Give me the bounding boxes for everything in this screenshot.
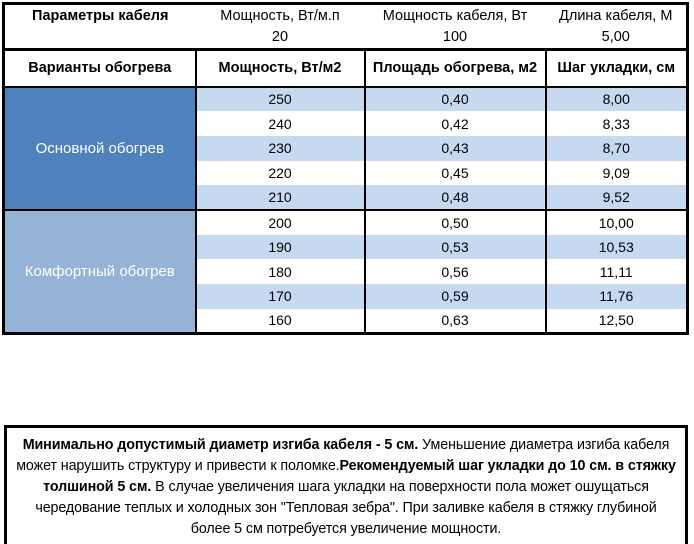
cell-step: 8,33 [544, 111, 688, 136]
cable-params-labels-row: Параметры кабеля Мощность, Вт/м.п Мощнос… [4, 4, 688, 27]
cell-area: 0,56 [363, 259, 546, 284]
cell-step: 8,70 [544, 135, 688, 161]
cell-power: 230 [194, 135, 365, 161]
cell-power: 240 [194, 111, 365, 136]
cell-step: 8,00 [544, 86, 688, 112]
cell-step: 9,09 [544, 160, 688, 186]
header-power-per-m2: Мощность, Вт/м2 [194, 48, 366, 88]
note-bold-recommended-step: Рекомендуемый шаг укладки до 10 см. в ст… [43, 457, 676, 495]
cell-power: 180 [194, 259, 365, 284]
header-heating-variants: Варианты обогрева [2, 48, 197, 88]
empty-cell [4, 27, 196, 50]
cell-step: 12,50 [544, 308, 688, 334]
table-row: 190 0,53 10,53 [4, 234, 688, 260]
table-row: 160 0,63 12,50 [4, 308, 688, 334]
param-label-cable-power: Мощность кабеля, Вт [382, 7, 528, 24]
note-text-zebra-warning: В случае увеличения шага укладки на пове… [35, 478, 657, 537]
table-row: 240 0,42 8,33 [4, 111, 688, 136]
cell-area: 0,43 [363, 135, 546, 161]
cell-area: 0,63 [363, 308, 546, 334]
group-label-comfort-heating: Комфортный обогрев [3, 208, 197, 334]
cable-params-values-row: 20 100 5,00 [4, 27, 688, 50]
cell-power: 160 [194, 308, 365, 334]
cell-area: 0,59 [363, 284, 546, 309]
cell-step: 9,52 [544, 185, 688, 210]
cell-power: 250 [194, 86, 365, 112]
param-label-cable-length: Длина кабеля, М [559, 7, 673, 24]
table-header-row: Варианты обогрева Мощность, Вт/м2 Площад… [2, 48, 689, 88]
cell-step: 11,76 [544, 284, 688, 309]
param-value-cable-length[interactable]: 5,00 [601, 29, 630, 46]
table-row: 230 0,43 8,70 [4, 135, 688, 161]
cell-power: 210 [194, 185, 365, 210]
cable-params-title: Параметры кабеля [32, 7, 169, 24]
table-row: Основной обогрев 250 0,40 8,00 [3, 86, 688, 210]
cell-area: 0,50 [363, 208, 546, 235]
cell-area: 0,40 [363, 86, 546, 112]
note-text-bend-warning: Уменьшение диаметра изгиба кабеля может … [16, 436, 670, 474]
note-box: Минимально допустимый диаметр изгиба каб… [4, 424, 688, 544]
header-laying-step: Шаг укладки, см [544, 48, 689, 88]
table-row: 210 0,48 9,52 [4, 185, 688, 210]
param-label-power-per-meter: Мощность, Вт/м.п [220, 7, 340, 24]
table-row: 170 0,59 11,76 [4, 284, 688, 309]
group-label-main-heating: Основной обогрев [3, 86, 197, 210]
cell-area: 0,48 [363, 185, 546, 210]
cell-power: 190 [194, 234, 365, 260]
cell-area: 0,42 [363, 111, 546, 136]
cell-power: 220 [194, 160, 365, 186]
note-bold-min-bend-diameter: Минимально допустимый диаметр изгиба каб… [22, 436, 419, 453]
cell-area: 0,45 [363, 160, 546, 186]
table-row: 220 0,45 9,09 [4, 160, 688, 186]
cell-step: 11,11 [544, 259, 688, 284]
header-heating-area: Площадь обогрева, м2 [363, 48, 547, 88]
cell-power: 170 [194, 284, 365, 309]
cable-calc-table: Параметры кабеля Мощность, Вт/м.п Мощнос… [2, 2, 689, 335]
cell-power: 200 [194, 208, 365, 235]
param-value-cable-power[interactable]: 100 [442, 29, 468, 46]
table-row: 180 0,56 11,11 [4, 259, 688, 284]
param-value-power-per-meter[interactable]: 20 [271, 29, 289, 46]
cell-step: 10,53 [544, 234, 688, 260]
cell-area: 0,53 [363, 234, 546, 260]
cell-step: 10,00 [544, 208, 688, 235]
table-row: Комфортный обогрев 200 0,50 10,00 [3, 208, 688, 334]
